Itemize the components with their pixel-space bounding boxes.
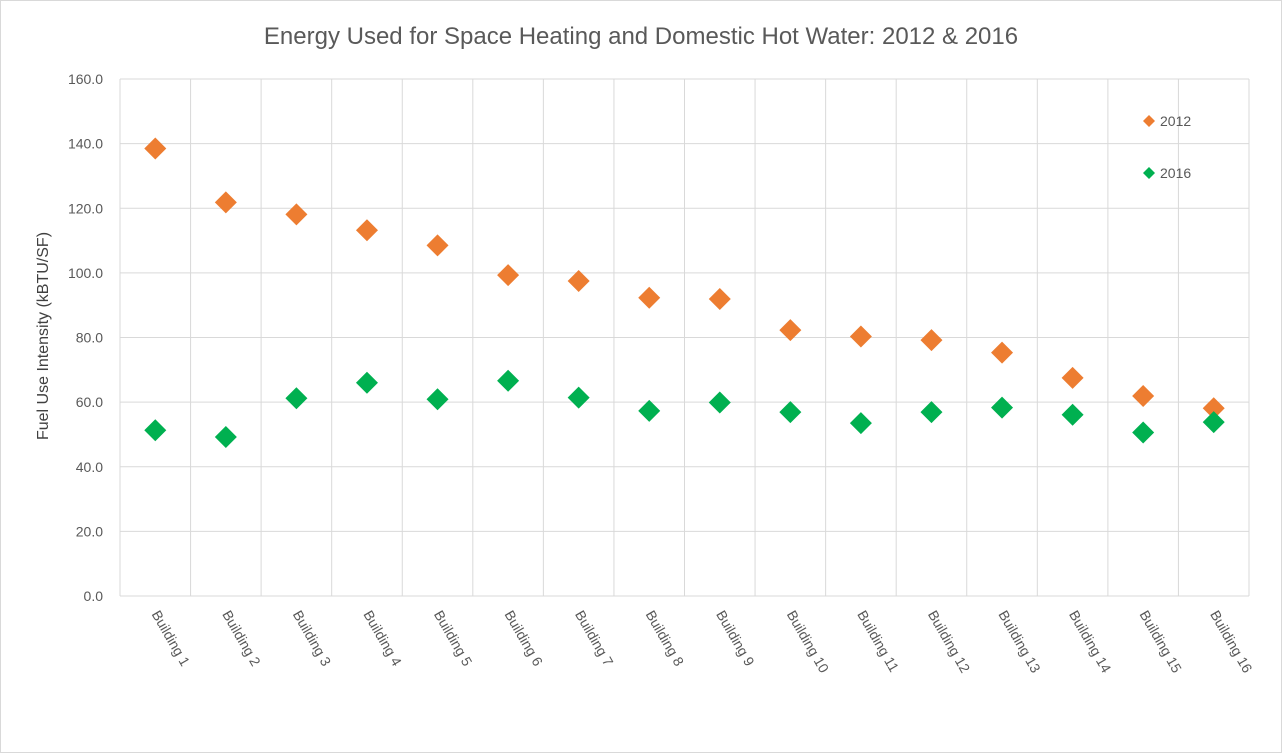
y-tick-label: 0.0 <box>84 588 104 604</box>
y-tick-label: 20.0 <box>76 523 103 539</box>
data-point-2016 <box>991 396 1014 419</box>
x-tick-label: Building 14 <box>1066 608 1115 676</box>
legend-label-2012: 2012 <box>1160 113 1191 129</box>
x-tick-label: Building 15 <box>1137 608 1186 676</box>
data-point-2016 <box>1202 411 1225 434</box>
data-point-2012 <box>1132 384 1155 407</box>
x-tick-label: Building 4 <box>360 608 405 669</box>
data-point-2012 <box>426 234 449 257</box>
y-tick-label: 100.0 <box>68 265 103 281</box>
x-tick-label: Building 12 <box>925 608 974 676</box>
legend-marker-2012 <box>1143 115 1155 127</box>
chart-title: Energy Used for Space Heating and Domest… <box>264 23 1018 50</box>
data-point-2016 <box>920 401 943 424</box>
series-2016 <box>144 369 1225 449</box>
series-2012 <box>144 137 1225 420</box>
x-tick-label: Building 8 <box>643 608 688 669</box>
data-point-2012 <box>497 264 520 287</box>
y-tick-label: 40.0 <box>76 459 103 475</box>
data-point-2012 <box>779 319 802 342</box>
data-point-2012 <box>920 329 943 352</box>
x-tick-label: Building 1 <box>149 608 194 669</box>
data-point-2016 <box>355 371 378 394</box>
data-point-2012 <box>991 341 1014 364</box>
data-point-2016 <box>285 387 308 410</box>
x-tick-label: Building 16 <box>1207 608 1256 676</box>
data-point-2012 <box>285 203 308 226</box>
data-point-2012 <box>708 288 731 311</box>
data-point-2012 <box>144 137 167 160</box>
x-tick-label: Building 6 <box>501 608 546 669</box>
data-point-2016 <box>1061 403 1084 426</box>
legend-label-2016: 2016 <box>1160 165 1191 181</box>
x-tick-label: Building 7 <box>572 608 617 669</box>
data-point-2012 <box>1202 397 1225 420</box>
x-tick-label: Building 2 <box>219 608 264 669</box>
data-point-2016 <box>567 386 590 409</box>
x-tick-label: Building 5 <box>431 608 476 669</box>
data-point-2016 <box>849 412 872 435</box>
data-point-2016 <box>1132 421 1155 444</box>
gridlines <box>119 78 1250 597</box>
y-tick-label: 140.0 <box>68 136 103 152</box>
x-tick-label: Building 9 <box>713 608 758 669</box>
data-series <box>144 137 1225 449</box>
x-tick-label: Building 10 <box>784 608 833 676</box>
y-tick-label: 80.0 <box>76 330 103 346</box>
data-point-2016 <box>779 401 802 424</box>
data-point-2016 <box>708 391 731 414</box>
x-tick-label: Building 11 <box>854 608 902 675</box>
data-point-2012 <box>214 191 237 214</box>
x-tick-label: Building 3 <box>290 608 335 669</box>
data-point-2012 <box>355 219 378 242</box>
data-point-2012 <box>849 325 872 348</box>
data-point-2012 <box>638 286 661 309</box>
data-point-2016 <box>638 399 661 422</box>
data-point-2016 <box>426 388 449 411</box>
y-tick-labels: 0.0 20.0 40.0 60.0 80.0 100.0 120.0 140.0 160.0 <box>68 71 103 604</box>
y-tick-label: 120.0 <box>68 200 103 216</box>
data-point-2012 <box>567 269 590 292</box>
y-tick-label: 160.0 <box>68 71 103 87</box>
x-tick-label: Building 13 <box>995 608 1044 676</box>
data-point-2016 <box>144 419 167 442</box>
y-axis-label: Fuel Use Intensity (kBTU/SF) <box>35 232 52 440</box>
x-tick-labels: Building 1 Building 2 Building 3 Building 4… <box>149 608 1256 676</box>
legend: 2012 2016 <box>1143 113 1191 181</box>
data-point-2016 <box>214 426 237 449</box>
data-point-2012 <box>1061 366 1084 389</box>
legend-marker-2016 <box>1143 167 1155 179</box>
y-tick-label: 60.0 <box>76 394 103 410</box>
data-point-2016 <box>497 369 520 392</box>
